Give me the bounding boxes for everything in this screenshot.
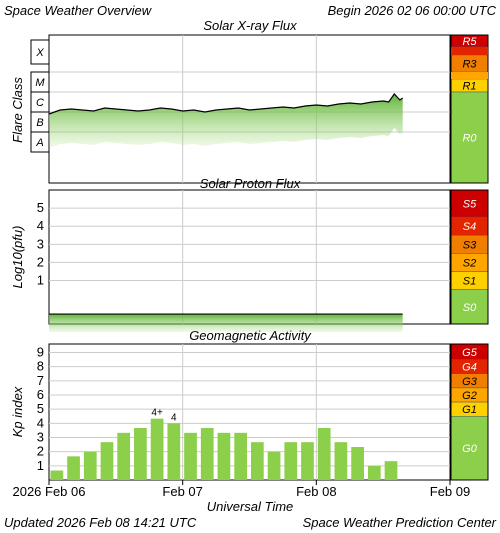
kp-bar	[334, 442, 348, 480]
xray-r2-band	[451, 72, 488, 79]
proton-flux-fill	[49, 314, 403, 333]
class-c-label: C	[36, 97, 44, 109]
x-tick-label: 2026 Feb 06	[12, 484, 85, 499]
proton-ytick-label: 2	[37, 254, 44, 269]
source-credit: Space Weather Prediction Center	[303, 515, 497, 530]
class-x-label: X	[35, 47, 44, 59]
xray-panel-title: Solar X-ray Flux	[203, 18, 297, 33]
kp-bar	[234, 432, 247, 480]
x-tick-label: Feb 07	[162, 484, 202, 499]
kp-bar	[67, 456, 80, 480]
kp-bar	[134, 428, 147, 480]
kp-ytick-label: 2	[37, 444, 44, 459]
geomag-scale-label: G1	[462, 404, 477, 416]
proton-ytick-label: 5	[37, 200, 44, 215]
x-tick-label: Feb 08	[296, 484, 336, 499]
xray-r4-band	[451, 47, 488, 55]
geomag-scale-label: G3	[462, 376, 478, 388]
kp-bar	[50, 470, 64, 480]
x-axis-ticks: 2026 Feb 06 Feb 07 Feb 08 Feb 09	[12, 480, 470, 499]
proton-ytick-label: 3	[37, 236, 44, 251]
kp-bar	[251, 442, 264, 480]
proton-scale-label: S2	[463, 257, 476, 269]
grid-lines	[49, 35, 450, 480]
proton-column-frame	[450, 189, 489, 325]
kp-bars-layer: 4+ 4	[50, 408, 398, 480]
xray-scale-label: R3	[462, 59, 477, 71]
class-a-label: A	[35, 137, 43, 149]
xray-column-frame	[450, 34, 489, 184]
kp-bar-annotation: 4	[171, 412, 177, 423]
geomag-scale-label: G4	[462, 362, 477, 374]
begin-time: Begin 2026 02 06 00:00 UTC	[328, 3, 497, 18]
kp-ytick-label: 5	[37, 401, 44, 416]
kp-bar	[83, 451, 97, 480]
geomag-scale-label: G2	[462, 390, 477, 402]
kp-bar	[351, 446, 364, 480]
kp-ytick-label: 3	[37, 430, 44, 445]
class-m-label: M	[35, 77, 45, 89]
kp-bar	[301, 442, 314, 480]
kp-ytick-label: 6	[37, 387, 44, 402]
xray-scale-label: R0	[462, 133, 477, 145]
proton-scale-label: S3	[463, 239, 477, 251]
xray-flux-layer	[48, 93, 404, 148]
proton-cell	[450, 289, 489, 325]
kp-bar	[267, 451, 281, 480]
kp-ytick-label: 9	[37, 345, 44, 360]
kp-ytick-label: 1	[37, 458, 44, 473]
xray-ylabel: Flare Class	[10, 77, 25, 143]
proton-flux-layer	[49, 313, 403, 333]
kp-ytick-label: 7	[37, 373, 44, 388]
xray-flux-fill	[49, 94, 403, 148]
geomag-scale-label: G0	[462, 443, 478, 455]
kp-ytick-label: 4	[37, 415, 44, 430]
kp-bar	[317, 428, 331, 480]
overview-title: Space Weather Overview	[4, 3, 153, 18]
kp-bar	[217, 432, 231, 480]
class-b-label: B	[36, 117, 43, 129]
kp-bar	[367, 465, 381, 480]
xray-scale-label: R1	[462, 81, 476, 93]
kp-bar-annotation: 4+	[151, 408, 163, 419]
kp-bar	[284, 442, 298, 480]
geomag-column-frame	[450, 343, 489, 481]
kp-ylabel: Kp index	[10, 386, 25, 437]
noaa-scale-columns: R5 R3 R1 R0 S5 S4 S3 S2 S1 S0 G5 G4 G3 G2 G1 G0	[450, 34, 489, 481]
kp-ytick-label: 8	[37, 359, 44, 374]
x-axis-label: Universal Time	[207, 499, 294, 514]
geomag-scale-label: G5	[462, 347, 478, 359]
updated-time: Updated 2026 Feb 08 14:21 UTC	[4, 515, 197, 530]
kp-bar	[150, 418, 164, 480]
proton-plot-frame	[48, 189, 451, 325]
xray-scale-label: R5	[462, 36, 477, 48]
geomag-plot-frame	[48, 343, 451, 481]
proton-ylabel: Log10(pfu)	[10, 226, 25, 289]
proton-scale-label: S5	[463, 199, 477, 211]
flare-class-boxes: X M C B A	[30, 39, 50, 153]
x-tick-label: Feb 09	[430, 484, 470, 499]
kp-bar	[200, 428, 214, 480]
class-box-x	[30, 39, 50, 65]
kp-bar	[384, 461, 398, 480]
kp-bar	[117, 432, 131, 480]
proton-ytick-label: 4	[37, 218, 44, 233]
kp-bar	[100, 442, 114, 480]
kp-bar	[184, 432, 197, 480]
xray-flux-line	[48, 93, 404, 115]
proton-scale-label: S4	[463, 221, 476, 233]
kp-bar	[167, 423, 181, 480]
proton-ytick-label: 1	[37, 273, 44, 288]
proton-scale-label: S0	[463, 302, 477, 314]
proton-scale-label: S1	[463, 276, 476, 288]
